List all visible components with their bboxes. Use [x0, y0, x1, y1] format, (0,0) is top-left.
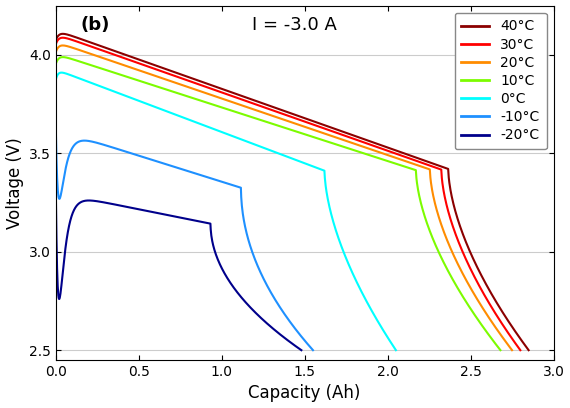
Y-axis label: Voltage (V): Voltage (V) [6, 137, 23, 228]
Legend: 40°C, 30°C, 20°C, 10°C, 0°C, -10°C, -20°C: 40°C, 30°C, 20°C, 10°C, 0°C, -10°C, -20°… [454, 13, 547, 149]
Text: I = -3.0 A: I = -3.0 A [253, 16, 337, 34]
Text: (b): (b) [81, 16, 110, 34]
X-axis label: Capacity (Ah): Capacity (Ah) [249, 384, 361, 402]
